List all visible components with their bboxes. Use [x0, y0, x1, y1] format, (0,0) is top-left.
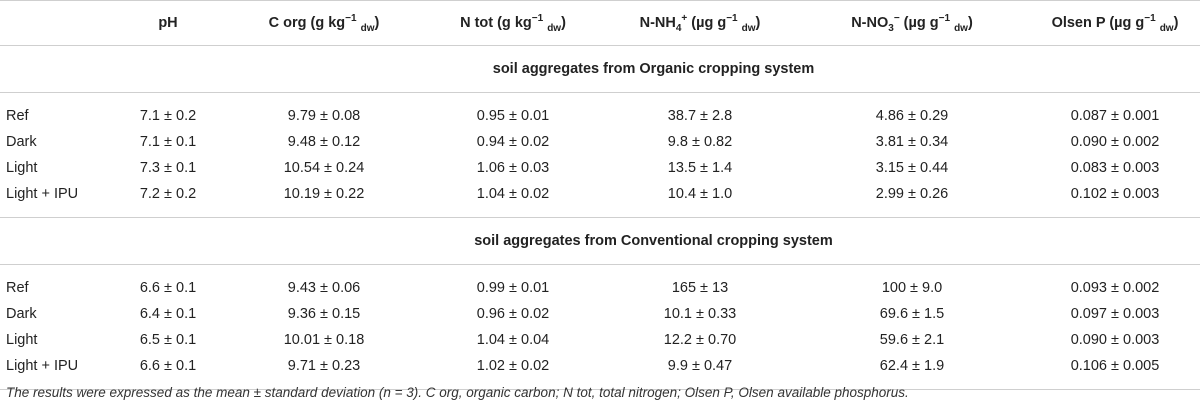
cell-n-no3: 2.99 ± 0.26 [875, 186, 949, 202]
cell-n-nh4: 38.7 ± 2.8 [667, 108, 733, 124]
cell-olsen-p: 0.102 ± 0.003 [1070, 186, 1160, 202]
cell-n-nh4: 10.1 ± 0.33 [663, 306, 737, 322]
row-label: Dark [6, 134, 37, 150]
cell-c-org: 10.19 ± 0.22 [283, 186, 365, 202]
cell-olsen-p: 0.090 ± 0.003 [1070, 332, 1160, 348]
cell-olsen-p: 0.090 ± 0.002 [1070, 134, 1160, 150]
table-row: Ref 6.6 ± 0.1 9.43 ± 0.06 0.99 ± 0.01 16… [0, 275, 1200, 301]
cell-c-org: 9.43 ± 0.06 [287, 280, 361, 296]
cell-ph: 6.6 ± 0.1 [139, 280, 197, 296]
table-row: Light 7.3 ± 0.1 10.54 ± 0.24 1.06 ± 0.03… [0, 155, 1200, 181]
cell-ph: 7.2 ± 0.2 [139, 186, 197, 202]
cell-n-no3: 59.6 ± 2.1 [879, 332, 945, 348]
table-header-row: pH C org (g kg−1 dw) N tot (g kg−1 dw) N… [0, 0, 1200, 46]
row-label: Dark [6, 306, 37, 322]
cell-n-tot: 0.96 ± 0.02 [476, 306, 550, 322]
table-footnote: The results were expressed as the mean ±… [6, 385, 909, 400]
header-n-no3: N-NO3− (µg g−1 dw) [794, 0, 1030, 46]
cell-ph: 7.1 ± 0.1 [139, 134, 197, 150]
cell-n-nh4: 13.5 ± 1.4 [667, 160, 733, 176]
row-label: Ref [6, 108, 29, 124]
cell-n-no3: 4.86 ± 0.29 [875, 108, 949, 124]
table-row: Dark 6.4 ± 0.1 9.36 ± 0.15 0.96 ± 0.02 1… [0, 301, 1200, 327]
row-label: Light + IPU [6, 358, 79, 374]
header-empty [0, 0, 108, 46]
cell-n-no3: 100 ± 9.0 [881, 280, 943, 296]
row-label: Ref [6, 280, 29, 296]
group-header-row: soil aggregates from Organic cropping sy… [0, 45, 1200, 93]
table-row: Light 6.5 ± 0.1 10.01 ± 0.18 1.04 ± 0.04… [0, 327, 1200, 353]
cell-olsen-p: 0.106 ± 0.005 [1070, 358, 1160, 374]
cell-n-nh4: 165 ± 13 [671, 280, 729, 296]
cell-ph: 6.4 ± 0.1 [139, 306, 197, 322]
cell-ph: 7.1 ± 0.2 [139, 108, 197, 124]
cell-olsen-p: 0.083 ± 0.003 [1070, 160, 1160, 176]
group-title: soil aggregates from Conventional croppi… [0, 217, 1200, 265]
cell-c-org: 10.54 ± 0.24 [283, 160, 365, 176]
cell-ph: 7.3 ± 0.1 [139, 160, 197, 176]
cell-n-tot: 0.94 ± 0.02 [476, 134, 550, 150]
cell-n-nh4: 9.8 ± 0.82 [667, 134, 733, 150]
cell-n-no3: 3.81 ± 0.34 [875, 134, 949, 150]
cell-olsen-p: 0.093 ± 0.002 [1070, 280, 1160, 296]
row-label: Light [6, 332, 38, 348]
cell-n-tot: 1.06 ± 0.03 [476, 160, 550, 176]
table-row: Light + IPU 6.6 ± 0.1 9.71 ± 0.23 1.02 ±… [0, 353, 1200, 379]
header-ph: pH [108, 0, 228, 46]
header-c-org: C org (g kg−1 dw) [228, 0, 420, 46]
header-n-nh4: N-NH4+ (µg g−1 dw) [606, 0, 794, 46]
table-row: Ref 7.1 ± 0.2 9.79 ± 0.08 0.95 ± 0.01 38… [0, 103, 1200, 129]
cell-olsen-p: 0.087 ± 0.001 [1070, 108, 1160, 124]
cell-c-org: 10.01 ± 0.18 [283, 332, 365, 348]
cell-n-tot: 1.04 ± 0.02 [476, 186, 550, 202]
cell-ph: 6.6 ± 0.1 [139, 358, 197, 374]
table-row: Dark 7.1 ± 0.1 9.48 ± 0.12 0.94 ± 0.02 9… [0, 129, 1200, 155]
cell-n-nh4: 10.4 ± 1.0 [667, 186, 733, 202]
soil-properties-table: pH C org (g kg−1 dw) N tot (g kg−1 dw) N… [0, 0, 1200, 390]
table-row: Light + IPU 7.2 ± 0.2 10.19 ± 0.22 1.04 … [0, 181, 1200, 207]
group-header-row: soil aggregates from Conventional croppi… [0, 217, 1200, 265]
cell-n-tot: 1.02 ± 0.02 [476, 358, 550, 374]
cell-c-org: 9.79 ± 0.08 [287, 108, 361, 124]
cell-n-tot: 0.95 ± 0.01 [476, 108, 550, 124]
cell-ph: 6.5 ± 0.1 [139, 332, 197, 348]
cell-olsen-p: 0.097 ± 0.003 [1070, 306, 1160, 322]
row-label: Light [6, 160, 38, 176]
header-n-tot: N tot (g kg−1 dw) [420, 0, 606, 46]
cell-n-no3: 3.15 ± 0.44 [875, 160, 949, 176]
cell-c-org: 9.48 ± 0.12 [287, 134, 361, 150]
cell-n-tot: 1.04 ± 0.04 [476, 332, 550, 348]
cell-n-tot: 0.99 ± 0.01 [476, 280, 550, 296]
cell-c-org: 9.71 ± 0.23 [287, 358, 361, 374]
cell-c-org: 9.36 ± 0.15 [287, 306, 361, 322]
cell-n-no3: 62.4 ± 1.9 [879, 358, 945, 374]
cell-n-nh4: 9.9 ± 0.47 [667, 358, 733, 374]
header-olsen-p: Olsen P (µg g−1 dw) [1030, 0, 1200, 46]
cell-n-no3: 69.6 ± 1.5 [879, 306, 945, 322]
cell-n-nh4: 12.2 ± 0.70 [663, 332, 737, 348]
row-label: Light + IPU [6, 186, 79, 202]
group-title: soil aggregates from Organic cropping sy… [0, 45, 1200, 93]
